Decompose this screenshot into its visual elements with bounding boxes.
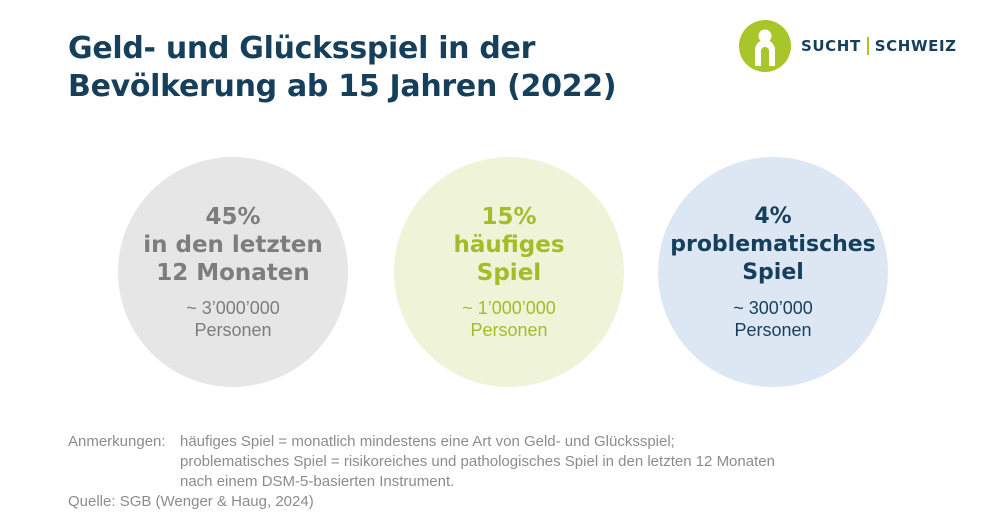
stat-label-line: Spiel [476,260,542,286]
stat-label-line: problematisches [670,232,876,257]
notes-label: Anmerkungen: [68,433,166,450]
footnotes: Anmerkungen: häufiges Spiel = monatlich … [68,432,775,512]
stat-circle-problematic-gambling: 4% problematisches Spiel ~ 300’000 Perso… [658,157,888,387]
page-title: Geld- und Glücksspiel in der Bevölkerung… [68,30,617,106]
stat-label-line: in den letzten [143,232,323,258]
logo-text-right: SCHWEIZ [874,37,957,55]
stat-circle-frequent-gambling: 15% häufiges Spiel ~ 1’000’000 Personen [394,157,624,387]
stat-label-line: 12 Monaten [156,260,310,286]
stat-count-unit: Personen [470,320,548,340]
logo-separator [866,37,869,55]
note-line: nach einem DSM-5-basierten Instrument. [180,473,455,490]
note-line: häufiges Spiel = monatlich mindestens ei… [180,433,675,450]
stat-label-line: häufiges [453,232,565,258]
stat-count: ~ 300’000 Personen [733,297,813,341]
stat-label-line: Spiel [742,260,804,285]
stat-percent: 45% [205,204,261,230]
notes-lines: häufiges Spiel = monatlich mindestens ei… [180,432,775,492]
title-line-2: Bevölkerung ab 15 Jahren (2022) [68,69,617,104]
source-note: Quelle: SGB (Wenger & Haug, 2024) [68,493,314,510]
note-line: problematisches Spiel = risikoreiches un… [180,453,775,470]
logo-text-left: SUCHT [801,37,861,55]
sucht-schweiz-logo[interactable]: SUCHT SCHWEIZ [739,20,957,72]
notes-block: Anmerkungen: häufiges Spiel = monatlich … [68,432,775,492]
stat-percent: 15% [481,204,537,230]
title-line-1: Geld- und Glücksspiel in der [68,31,536,66]
stat-heading: 45% in den letzten 12 Monaten [143,203,323,287]
stat-heading: 4% problematisches Spiel [670,203,876,287]
stat-count-value: ~ 1’000’000 [462,298,556,318]
stat-count: ~ 1’000’000 Personen [462,297,556,341]
logo-wordmark: SUCHT SCHWEIZ [801,37,957,55]
stat-count-unit: Personen [734,320,812,340]
stat-circle-all-gambling: 45% in den letzten 12 Monaten ~ 3’000’00… [118,157,348,387]
sucht-schweiz-logo-icon [739,20,791,72]
stat-heading: 15% häufiges Spiel [453,203,564,287]
stat-count-value: ~ 3’000’000 [186,298,280,318]
stat-count-unit: Personen [194,320,272,340]
stat-count: ~ 3’000’000 Personen [186,297,280,341]
stat-percent: 4% [754,204,792,229]
stat-count-value: ~ 300’000 [733,298,813,318]
